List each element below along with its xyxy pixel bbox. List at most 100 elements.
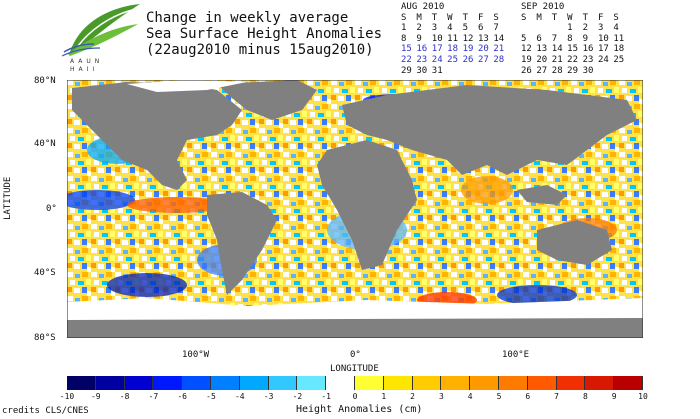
colorbar-title: Height Anomalies (cm) [296, 404, 423, 415]
colorbar-label: -8 [119, 392, 130, 401]
colorbar-label: 0 [352, 392, 358, 401]
colorbar-swatch [67, 376, 96, 390]
calendar-day: 12 [462, 33, 474, 44]
calendar-day: 4 [447, 23, 453, 34]
x-tick-0: 0° [350, 350, 361, 360]
weekday-label: S [493, 12, 499, 23]
calendar-day: 1 [567, 23, 573, 34]
calendar-day: 13 [477, 33, 489, 44]
calendar-day: 6 [536, 33, 542, 44]
calendar-day [463, 66, 478, 77]
calendar-day: 4 [613, 23, 619, 34]
colorbar-swatch [412, 376, 442, 390]
africa-landmass [317, 140, 417, 270]
weekday-label: T [551, 12, 558, 23]
antarctica-landmass [67, 316, 643, 338]
calendar-day: 21 [493, 44, 505, 55]
colorbar-label: 10 [638, 392, 648, 401]
calendar-week-row: 8 9 10 11 12 13 14 [401, 34, 509, 45]
colorbar-swatch [527, 376, 557, 390]
colorbar-swatch [383, 376, 413, 390]
colorbar-label: 5 [496, 392, 502, 401]
x-axis-label: LONGITUDE [330, 364, 379, 374]
calendar-day: 2 [416, 23, 422, 34]
calendar-day: 10 [597, 33, 609, 44]
calendar-day [536, 23, 551, 34]
colorbar-swatch [326, 376, 355, 390]
sea-surface-height-map [67, 80, 643, 338]
colorbar-swatch [268, 376, 298, 390]
colorbar-swatch [210, 376, 240, 390]
colorbar-label: -4 [234, 392, 245, 401]
calendar-day: 25 [447, 54, 459, 65]
calendar-day: 23 [416, 54, 428, 65]
colorbar-swatch [354, 376, 384, 390]
calendar-day: 8 [401, 33, 407, 44]
colorbar-label: 2 [410, 392, 415, 401]
calendar-day: 26 [521, 65, 532, 76]
calendar-day: 19 [521, 54, 532, 65]
colorbar-swatch [182, 376, 211, 390]
credits: credits CLS/CNES [2, 406, 89, 416]
colorbar-swatch [585, 376, 615, 390]
calendar-day: 15 [567, 44, 579, 55]
anomaly-patch [107, 273, 187, 297]
weekday-label: T [431, 12, 438, 23]
south-america-landmass [207, 192, 277, 295]
colorbar-label: -10 [59, 392, 75, 401]
title-line: Change in weekly average [146, 10, 349, 26]
calendar-day: 7 [551, 33, 558, 44]
y-tick-80s: 80°S [34, 333, 56, 343]
calendar-day: 19 [462, 44, 474, 55]
calendar-day: 9 [416, 33, 422, 44]
colorbar-label: 8 [582, 392, 588, 401]
anomaly-patch [461, 176, 513, 204]
weekday-label: S [401, 12, 407, 23]
colorbar-label: -9 [90, 392, 101, 401]
calendar-day: 26 [462, 54, 474, 65]
calendar-day: 25 [613, 54, 625, 65]
weekday-label: F [597, 12, 604, 23]
colorbar-swatch [95, 376, 125, 390]
calendar-day: 1 [401, 23, 407, 34]
y-tick-40n: 40°N [34, 139, 56, 149]
colorbar-label: 3 [438, 392, 444, 401]
calendar-day: 12 [521, 44, 532, 55]
colorbar-swatch [470, 376, 499, 390]
calendar-day: 6 [477, 23, 484, 34]
calendar-day [478, 66, 493, 77]
calendar-day [613, 66, 628, 77]
calendar-day: 16 [582, 44, 594, 55]
colorbar-label: 7 [554, 392, 559, 401]
anomaly-patch [127, 197, 227, 213]
calendar-day: 20 [536, 54, 548, 65]
eurasia-landmass [342, 85, 637, 175]
calendar-day: 13 [536, 44, 548, 55]
calendar-day [521, 23, 536, 34]
calendar-day: 14 [551, 44, 563, 55]
calendar-day: 17 [597, 44, 609, 55]
colorbar-labels: -10 -9 -8 -7 -6 -5 -4 -3 -2 -1 0 1 2 3 4 5 6 7 8 9 10 [60, 392, 648, 404]
calendar-sep: SEP 2010 S M T W T F S 1 2 3 4 5 6 7 8 9 10 11 12 13 14 15 16 17… [521, 2, 629, 76]
y-tick-80n: 80°N [34, 76, 56, 86]
calendar-day: 11 [447, 33, 459, 44]
weekday-label: F [477, 12, 484, 23]
colorbar-swatch [153, 376, 183, 390]
colorbar-label: 9 [611, 392, 617, 401]
calendar-day [447, 66, 462, 77]
leaf-logo-icon [61, 4, 140, 57]
weekday-label: W [447, 12, 453, 23]
calendar-day: 22 [567, 54, 579, 65]
calendar-day: 31 [431, 65, 443, 76]
calendar-day: 18 [613, 44, 625, 55]
colorbar-label: 6 [525, 392, 531, 401]
calendar-day: 11 [613, 33, 625, 44]
calendar-week-row: 22 23 24 25 26 27 28 [401, 55, 509, 66]
calendar-day: 24 [597, 54, 609, 65]
calendar-month: SEP 2010 [521, 2, 565, 12]
page-title: Change in weekly average Sea Surface Hei… [146, 10, 382, 58]
x-tick-100w: 100°W [182, 350, 210, 360]
